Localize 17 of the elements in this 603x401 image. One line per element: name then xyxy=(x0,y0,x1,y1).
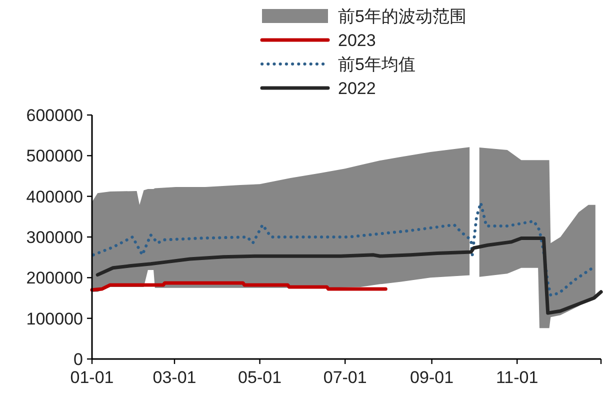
legend-label: 前5年的波动范围 xyxy=(338,7,466,26)
x-tick-label: 05-01 xyxy=(238,368,282,387)
y-tick-label: 500000 xyxy=(26,146,83,166)
y-tick-label: 0 xyxy=(74,350,83,369)
y-tick-label: 200000 xyxy=(26,268,83,288)
legend-label: 2022 xyxy=(338,79,376,98)
y-tick-label: 600000 xyxy=(26,106,83,125)
legend-label: 2023 xyxy=(338,31,376,50)
y-tick-label: 100000 xyxy=(26,309,83,328)
x-tick-label: 09-01 xyxy=(410,368,454,387)
x-tick-label: 03-01 xyxy=(152,368,196,387)
x-tick-label: 01-01 xyxy=(70,368,114,387)
x-tick-label: 11-01 xyxy=(496,368,538,387)
x-tick-label: 07-01 xyxy=(323,368,367,387)
legend-label: 前5年均值 xyxy=(338,55,416,74)
y-tick-label: 400000 xyxy=(26,187,83,206)
y-tick-label: 300000 xyxy=(26,228,83,247)
